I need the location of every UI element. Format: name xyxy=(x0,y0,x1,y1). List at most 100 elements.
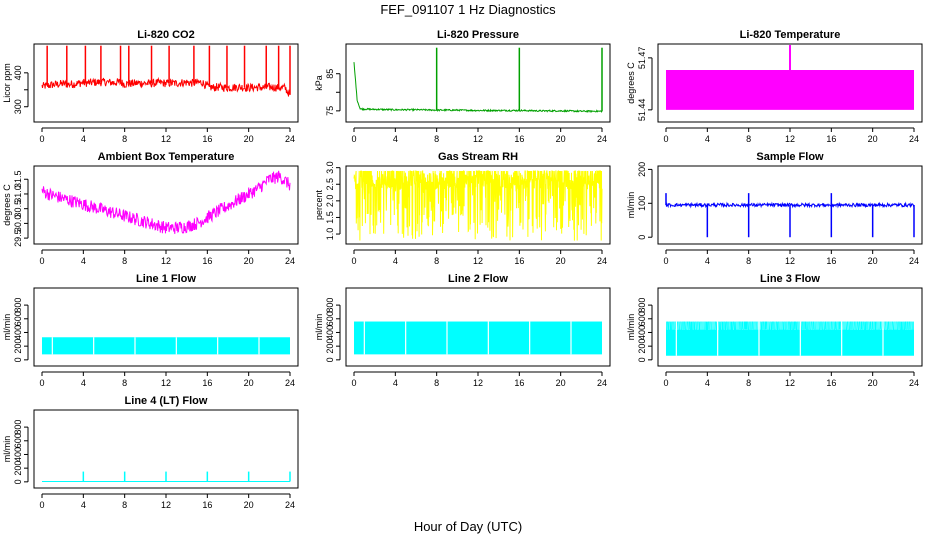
y-axis-label: degrees C xyxy=(2,184,12,226)
plot-frame xyxy=(657,287,923,367)
panel-title: Line 4 (LT) Flow xyxy=(125,395,208,407)
series-9 xyxy=(666,321,925,356)
y-tick-label: 400 xyxy=(13,65,23,80)
data-line xyxy=(353,62,603,114)
panel-5: Gas Stream RH 0 4 8 12 16 20 24 1.0 1.5 2.0 2.5 3.0 p… xyxy=(314,151,611,266)
panel-title: Li-820 Pressure xyxy=(437,29,519,41)
panel-title: Li-820 CO2 xyxy=(137,29,194,41)
x-tick-label: 12 xyxy=(161,256,171,266)
x-tick-label: 4 xyxy=(705,378,710,388)
y-axis-label: ml/min xyxy=(626,314,636,341)
plot-frame xyxy=(657,43,923,123)
x-tick-label: 12 xyxy=(161,134,171,144)
x-tick-label: 0 xyxy=(663,256,668,266)
y-tick-label: 200 xyxy=(637,162,647,177)
plot-frame xyxy=(33,409,299,489)
x-tick-label: 4 xyxy=(705,134,710,144)
y-tick-label: 85 xyxy=(325,69,335,79)
x-tick-label: 20 xyxy=(556,134,566,144)
x-tick-label: 8 xyxy=(122,256,127,266)
x-tick-label: 4 xyxy=(705,256,710,266)
x-tick-label: 12 xyxy=(161,500,171,510)
y-tick-label: 31.0 xyxy=(13,185,23,203)
x-tick-label: 16 xyxy=(202,500,212,510)
x-tick-label: 8 xyxy=(746,256,751,266)
y-axis-label: ml/min xyxy=(2,436,12,463)
x-tick-label: 20 xyxy=(556,256,566,266)
data-line xyxy=(353,170,603,241)
x-tick-label: 16 xyxy=(826,256,836,266)
panel-9: Line 3 Flow 0 4 8 12 16 20 24 0 200400600800ml/mi… xyxy=(626,273,925,388)
x-tick-label: 24 xyxy=(909,134,919,144)
data-band xyxy=(666,70,914,110)
y-tick-label: 400 xyxy=(13,325,23,340)
x-tick-label: 20 xyxy=(244,378,254,388)
x-tick-label: 12 xyxy=(785,256,795,266)
x-tick-label: 16 xyxy=(514,134,524,144)
figure-title: FEF_091107 1 Hz Diagnostics xyxy=(380,2,556,17)
series-10 xyxy=(42,471,291,482)
y-axis-label: percent xyxy=(314,189,324,220)
x-tick-label: 24 xyxy=(285,134,295,144)
y-tick-label: 400 xyxy=(637,325,647,340)
panel-title: Line 3 Flow xyxy=(760,273,820,285)
x-tick-label: 12 xyxy=(473,378,483,388)
series-3 xyxy=(666,45,914,110)
data-line xyxy=(41,76,291,97)
x-tick-label: 16 xyxy=(826,378,836,388)
x-tick-label: 24 xyxy=(285,378,295,388)
x-tick-label: 24 xyxy=(909,256,919,266)
y-axis-label: ml/min xyxy=(626,192,636,219)
y-axis-label: Licor ppm xyxy=(2,63,12,103)
x-tick-label: 4 xyxy=(81,500,86,510)
x-tick-label: 0 xyxy=(663,378,668,388)
x-tick-label: 0 xyxy=(39,134,44,144)
band-texture xyxy=(666,321,914,330)
series-8 xyxy=(354,321,820,355)
plot-frame xyxy=(33,43,299,123)
x-tick-label: 16 xyxy=(202,378,212,388)
x-tick-label: 4 xyxy=(393,256,398,266)
x-tick-label: 4 xyxy=(81,378,86,388)
panel-title: Gas Stream RH xyxy=(438,151,518,163)
y-tick-label: 0 xyxy=(637,235,647,240)
x-tick-label: 16 xyxy=(826,134,836,144)
y-tick-label: 200 xyxy=(325,339,335,354)
x-tick-label: 16 xyxy=(202,134,212,144)
y-tick-label: 2.5 xyxy=(325,178,335,191)
x-tick-label: 24 xyxy=(597,134,607,144)
x-tick-label: 20 xyxy=(244,134,254,144)
x-tick-label: 4 xyxy=(81,134,86,144)
panel-3: Li-820 Temperature 0 4 8 12 16 20 24 51.44 51.47d… xyxy=(626,29,923,144)
y-tick-label: 75 xyxy=(325,106,335,116)
y-axis-label: kPa xyxy=(314,75,324,91)
y-tick-label: 800 xyxy=(325,298,335,313)
x-tick-label: 20 xyxy=(868,134,878,144)
y-tick-label: 51.47 xyxy=(637,47,647,70)
x-tick-label: 20 xyxy=(868,378,878,388)
x-tick-label: 24 xyxy=(909,378,919,388)
y-tick-label: 200 xyxy=(13,339,23,354)
plot-frame xyxy=(33,165,299,245)
x-tick-label: 20 xyxy=(244,256,254,266)
x-tick-label: 16 xyxy=(514,256,524,266)
y-tick-label: 29.5 xyxy=(13,229,23,247)
y-tick-label: 600 xyxy=(13,311,23,326)
y-tick-label: 1.0 xyxy=(325,228,335,241)
y-tick-label: 300 xyxy=(13,99,23,114)
x-tick-label: 4 xyxy=(393,134,398,144)
y-tick-label: 600 xyxy=(637,311,647,326)
data-band xyxy=(42,337,290,355)
x-tick-label: 12 xyxy=(473,134,483,144)
x-tick-label: 8 xyxy=(122,134,127,144)
y-tick-label: 400 xyxy=(325,325,335,340)
x-tick-label: 8 xyxy=(746,134,751,144)
y-axis-label: ml/min xyxy=(314,314,324,341)
x-tick-label: 16 xyxy=(514,378,524,388)
x-tick-label: 4 xyxy=(393,378,398,388)
